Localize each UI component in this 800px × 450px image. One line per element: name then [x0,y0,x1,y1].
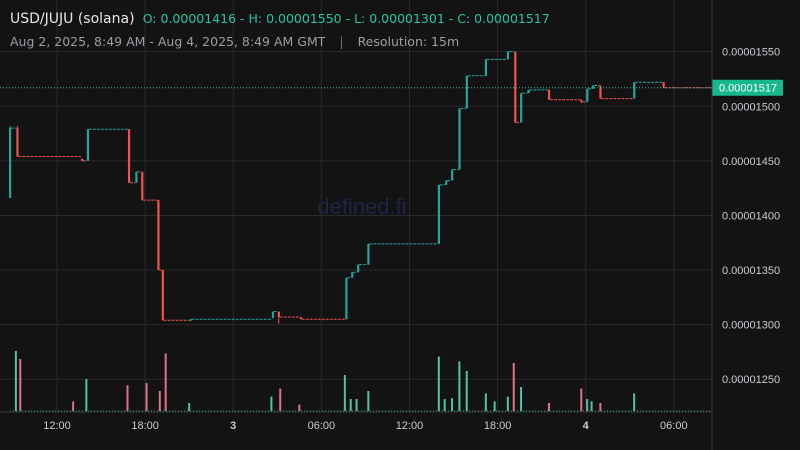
last-price-line: 0.00001517 [0,79,783,96]
resolution-label[interactable]: Resolution: 15m [357,34,460,49]
volume-bar [512,363,515,411]
time-tick-label: 18:00 [131,420,159,432]
watermark: defined.fi [317,194,406,219]
volume-bar [493,401,496,411]
volume-bar [586,399,589,411]
volume-bar [279,388,282,411]
time-tick-label: 12:00 [43,420,71,432]
time-tick-label: 4 [583,420,590,432]
volume-bar [85,379,88,411]
volume-bar [145,383,148,411]
volume-bar [580,388,583,411]
grid [0,0,712,412]
price-tick-label: 0.00001550 [722,47,780,59]
time-tick-label: 06:00 [308,420,336,432]
price-tick-label: 0.00001300 [722,320,780,332]
volume-bar [188,403,191,411]
volume-bar [355,399,358,411]
volume-bar [547,403,550,411]
date-range: Aug 2, 2025, 8:49 AM - Aug 4, 2025, 8:49… [10,34,326,49]
volume-bar [14,351,17,411]
volume-bars [10,351,712,412]
volume-bar [451,398,454,411]
candles [9,51,711,324]
volume-bar [520,387,523,411]
time-tick-label: 3 [230,420,236,432]
volume-bar [19,359,22,411]
price-tick-label: 0.00001350 [722,265,780,277]
volume-bar [437,356,440,411]
volume-bar [164,353,167,411]
volume-bar [484,393,487,411]
volume-bar [465,371,468,411]
symbol-title: USD/JUJU (solana) [10,11,135,27]
volume-bar [443,399,446,411]
volume-bar [158,391,161,411]
last-price-label-bg [712,79,783,96]
volume-bar [298,404,301,411]
last-price-label: 0.00001517 [719,83,777,95]
volume-bar [506,396,509,411]
volume-bar [590,401,593,411]
volume-bar [633,393,636,411]
price-tick-label: 0.00001500 [722,101,780,113]
volume-bar [599,403,602,411]
time-tick-label: 18:00 [484,420,512,432]
volume-bar [458,361,461,411]
ohlc-readout: O: 0.00001416 - H: 0.00001550 - L: 0.000… [142,11,550,26]
time-tick-label: 06:00 [660,420,688,432]
volume-bar [72,401,75,411]
time-tick-label: 12:00 [396,420,424,432]
volume-bar [343,375,346,411]
chart-header: USD/JUJU (solana) O: 0.00001416 - H: 0.0… [10,10,550,49]
volume-bar [270,396,273,411]
price-tick-label: 0.00001250 [722,374,780,386]
price-tick-label: 0.00001400 [722,210,780,222]
volume-bar [126,385,129,411]
volume-bar [367,391,370,411]
volume-bar [349,399,352,411]
header-separator: | [339,34,344,49]
price-tick-label: 0.00001450 [722,156,780,168]
axes: 0.00001250 0.00001300 0.00001350 0.00001400… [0,0,780,450]
